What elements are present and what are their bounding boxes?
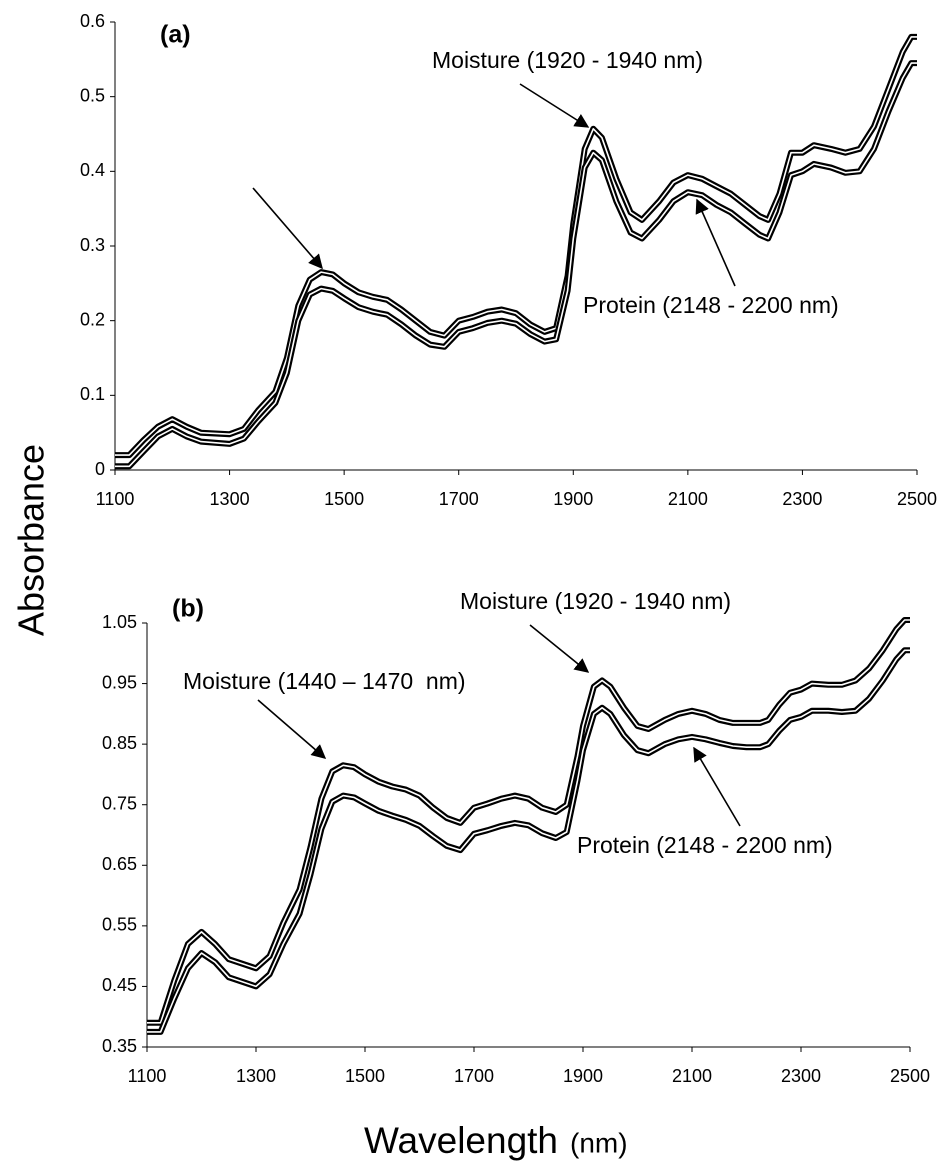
line-inner: [147, 649, 910, 1033]
panel-label: (a): [160, 21, 191, 49]
y-tick-label: 0.45: [102, 975, 137, 995]
x-tick-label: 1700: [454, 1066, 494, 1086]
y-tick-label: 0.2: [80, 309, 105, 329]
x-tick-label: 1300: [236, 1066, 276, 1086]
y-tick-label: 0.55: [102, 915, 137, 935]
line-inner: [115, 62, 917, 468]
arrow: [695, 198, 736, 287]
y-tick-label: 0.4: [80, 160, 105, 180]
y-tick-label: 0: [95, 459, 105, 479]
line-inner: [147, 619, 910, 1024]
y-tick-label: 0.95: [102, 672, 137, 692]
x-tick-label: 2300: [782, 489, 822, 509]
line: [115, 33, 917, 459]
y-tick-label: 0.85: [102, 733, 137, 753]
y-axis-label: Absorbance: [11, 444, 52, 636]
x-tick-label: 2500: [897, 489, 937, 509]
x-tick-label: 1500: [324, 489, 364, 509]
y-tick-label: 1.05: [102, 612, 137, 632]
x-tick-label: 2100: [668, 489, 708, 509]
x-tick-label: 1100: [96, 489, 135, 509]
annotation: Moisture (1920 - 1940 nm): [460, 588, 731, 614]
arrow: [519, 83, 590, 128]
annotation: Protein (2148 - 2200 nm): [583, 292, 839, 318]
x-axis-label: Wavelength: [364, 1120, 558, 1161]
line-inner: [115, 36, 917, 456]
annotation: Moisture (1920 - 1940 nm): [432, 47, 703, 73]
arrow: [257, 699, 327, 759]
y-tick-label: 0.75: [102, 793, 137, 813]
x-axis-unit: (nm): [570, 1127, 628, 1158]
x-tick-label: 2300: [781, 1066, 821, 1086]
y-tick-label: 0.5: [80, 85, 105, 105]
annotation: Protein (2148 - 2200 nm): [577, 832, 833, 858]
x-tick-label: 1500: [345, 1066, 385, 1086]
y-tick-label: 0.65: [102, 854, 137, 874]
x-tick-label: 1900: [553, 489, 593, 509]
x-tick-label: 2100: [672, 1066, 712, 1086]
arrow: [252, 187, 323, 270]
panel-label: (b): [172, 595, 204, 623]
y-tick-label: 0.3: [80, 235, 105, 255]
y-tick-label: 0.35: [102, 1036, 137, 1056]
y-tick-label: 0.1: [80, 384, 105, 404]
y-tick-label: 0.6: [80, 11, 105, 31]
arrow: [693, 746, 741, 827]
x-tick-label: 1300: [210, 489, 250, 509]
x-tick-label: 1700: [439, 489, 479, 509]
line: [115, 60, 917, 470]
x-tick-label: 1100: [128, 1066, 167, 1086]
annotation: Moisture (1440 – 1470 nm): [183, 668, 466, 694]
x-tick-label: 2500: [890, 1066, 930, 1086]
arrow: [529, 624, 590, 673]
x-tick-label: 1900: [563, 1066, 603, 1086]
